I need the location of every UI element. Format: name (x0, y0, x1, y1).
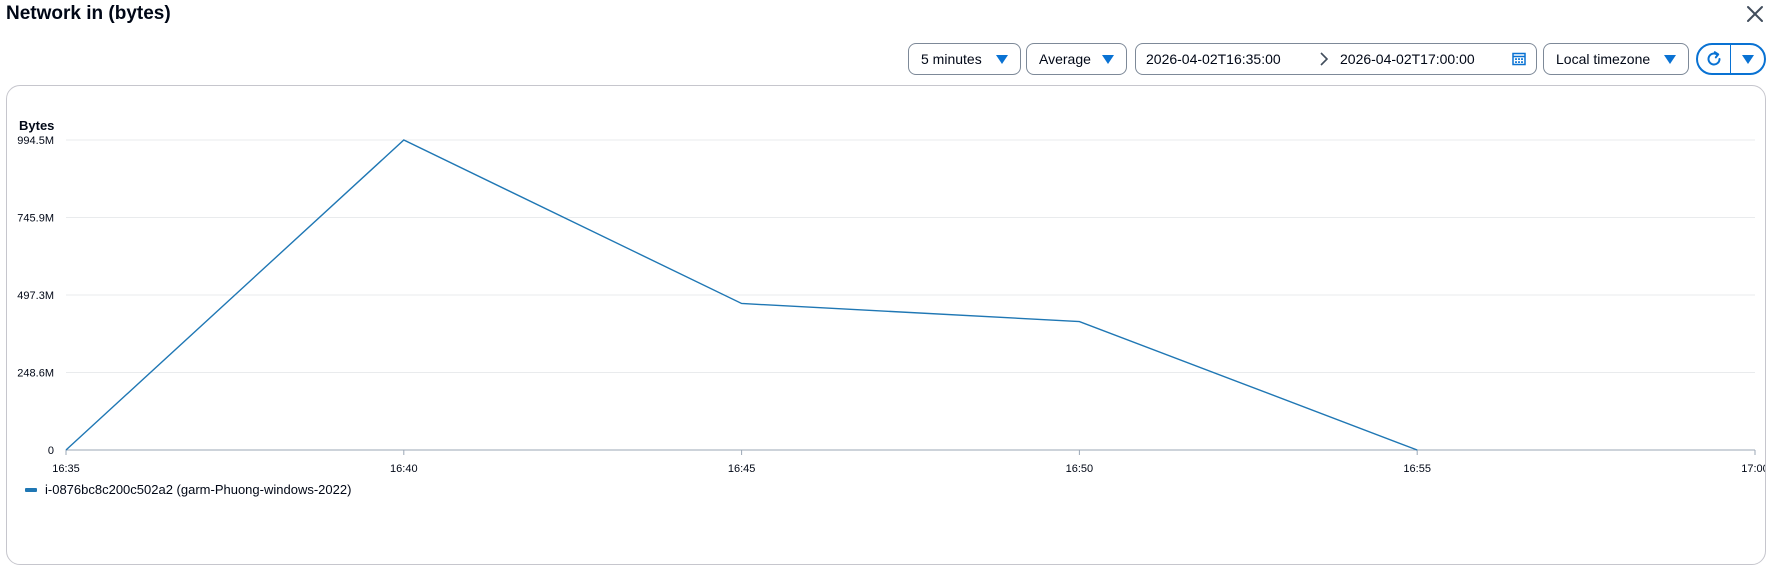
caret-down-icon (1102, 54, 1114, 64)
statistic-value: Average (1039, 51, 1091, 67)
x-tick-label: 16:35 (52, 463, 80, 475)
data-point[interactable] (1415, 448, 1420, 453)
caret-down-icon (1664, 54, 1676, 64)
refresh-icon (1707, 51, 1721, 66)
chart-container: Bytes 0 248.6M 497.3M 745.9M 994.5M 16:35 16:… (6, 85, 1766, 565)
page-title: Network in (bytes) (6, 3, 171, 24)
data-point[interactable] (739, 301, 744, 306)
y-axis-label: Bytes (19, 118, 54, 133)
legend-swatch (25, 488, 37, 492)
calendar-icon[interactable] (1512, 52, 1526, 66)
timezone-value: Local timezone (1556, 51, 1651, 67)
date-range-picker[interactable]: 2026-04-02T16:35:00 2026-04-02T17:00:00 (1135, 43, 1537, 75)
data-point[interactable] (401, 138, 406, 143)
date-end-value: 2026-04-02T17:00:00 (1340, 51, 1475, 67)
caret-down-icon (996, 54, 1008, 64)
period-value: 5 minutes (921, 51, 982, 67)
timezone-select[interactable]: Local timezone (1543, 43, 1689, 75)
data-point[interactable] (64, 448, 69, 453)
x-tick-label: 16:45 (728, 463, 756, 475)
y-tick-label: 497.3M (17, 290, 54, 302)
legend-item[interactable]: i-0876bc8c200c502a2 (garm-Phuong-windows… (45, 482, 351, 497)
x-tick-label: 17:00 (1741, 463, 1765, 475)
statistic-select[interactable]: Average (1026, 43, 1127, 75)
y-tick-label: 745.9M (17, 212, 54, 224)
x-tick-label: 16:40 (390, 463, 418, 475)
chevron-right-icon (1311, 52, 1336, 66)
data-point[interactable] (1077, 319, 1082, 324)
date-start-value: 2026-04-02T16:35:00 (1146, 51, 1281, 67)
close-icon[interactable] (1745, 4, 1765, 24)
caret-down-icon (1741, 54, 1754, 64)
refresh-options-dropdown[interactable] (1731, 45, 1764, 73)
x-tick-label: 16:55 (1403, 463, 1431, 475)
y-tick-label: 994.5M (17, 135, 54, 147)
refresh-button-group (1696, 43, 1766, 75)
network-in-chart: Bytes 0 248.6M 497.3M 745.9M 994.5M 16:35 16:… (17, 118, 1765, 497)
y-tick-label: 0 (48, 445, 54, 457)
period-select[interactable]: 5 minutes (908, 43, 1021, 75)
x-tick-label: 16:50 (1066, 463, 1094, 475)
y-tick-label: 248.6M (17, 368, 54, 380)
refresh-button[interactable] (1698, 45, 1731, 73)
series-line[interactable] (65, 139, 1418, 451)
